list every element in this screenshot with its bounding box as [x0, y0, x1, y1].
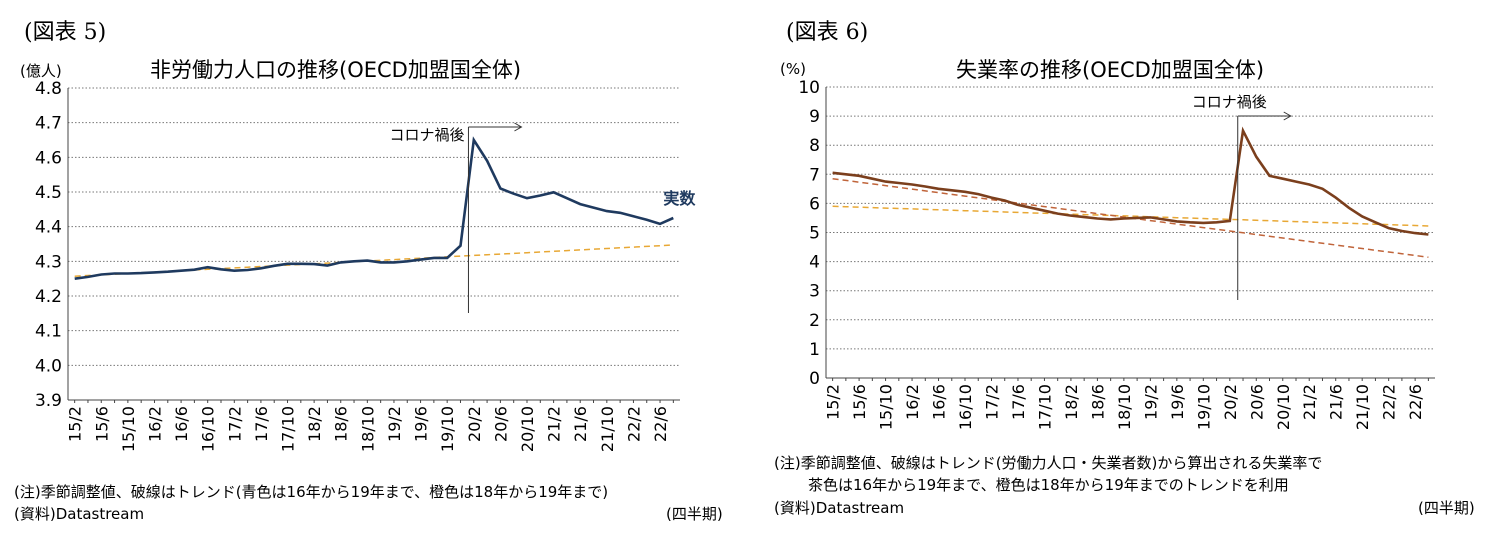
x-tick-label: 20/6: [491, 406, 510, 442]
y-tick-label: 4.0: [35, 356, 62, 376]
period-label: (四半期): [666, 505, 723, 523]
x-tick-label: 21/10: [598, 406, 617, 452]
x-tick-label: 22/2: [1380, 384, 1399, 420]
x-tick-label: 16/6: [172, 406, 191, 442]
x-tick-label: 19/2: [1141, 384, 1160, 420]
chart-note-line-2: 茶色は16年から19年まで、橙色は18年から19年までのトレンドを利用: [808, 476, 1289, 494]
period-label: (四半期): [1418, 499, 1475, 517]
y-tick-label: 4.5: [35, 183, 62, 203]
x-tick-label: 19/2: [385, 406, 404, 442]
y-tick-label: 4.8: [35, 79, 62, 99]
y-tick-label: 5: [809, 224, 820, 244]
x-tick-label: 22/2: [624, 406, 643, 442]
series-label: 実数: [663, 189, 696, 208]
annotation-arrowhead: [514, 122, 523, 132]
x-tick-label: 16/6: [930, 384, 949, 420]
x-tick-label: 18/2: [1062, 384, 1081, 420]
x-tick-label: 22/6: [651, 406, 670, 442]
x-tick-label: 21/6: [1327, 384, 1346, 420]
y-axis-unit: (%): [780, 60, 806, 78]
chart-title: 非労働力人口の推移(OECD加盟国全体): [150, 58, 522, 82]
x-tick-label: 21/2: [1300, 384, 1319, 420]
series-line: [832, 126, 1429, 236]
x-tick-label: 21/6: [571, 406, 590, 442]
y-tick-label: 4.6: [35, 148, 62, 168]
x-tick-label: 15/2: [824, 384, 843, 420]
y-tick-label: 6: [809, 194, 820, 214]
figure-label: (図表 5): [24, 20, 107, 45]
x-tick-label: 16/2: [903, 384, 922, 420]
y-tick-label: 9: [809, 107, 820, 127]
y-tick-label: 4.2: [35, 287, 62, 307]
figure-label: (図表 6): [786, 20, 869, 45]
x-tick-label: 19/10: [438, 406, 457, 452]
x-tick-label: 15/2: [66, 406, 85, 442]
y-tick-label: 8: [809, 136, 820, 156]
x-tick-label: 15/6: [92, 406, 111, 442]
y-tick-label: 0: [809, 369, 820, 389]
y-tick-label: 1: [809, 340, 820, 360]
x-tick-label: 21/2: [545, 406, 564, 442]
x-tick-label: 18/2: [305, 406, 324, 442]
y-tick-label: 3: [809, 282, 820, 302]
x-tick-label: 20/2: [1221, 384, 1240, 420]
x-tick-label: 20/6: [1247, 384, 1266, 420]
x-tick-label: 15/6: [850, 384, 869, 420]
right-chart-panel: (図表 6) 失業率の推移(OECD加盟国全体) (%) 0 1 2 3 4 5 6 7 8 9 1…: [750, 0, 1500, 546]
population-line-chart: 3.9 4.0 4.1 4.2 4.3 4.4 4.5 4.6 4.7 4.8 15/2 15/6 15…: [35, 79, 696, 452]
x-tick-label: 20/2: [465, 406, 484, 442]
x-tick-label: 16/2: [145, 406, 164, 442]
trend-line: [832, 205, 1429, 227]
x-tick-label: 22/6: [1406, 384, 1425, 420]
y-tick-label: 3.9: [35, 391, 62, 411]
x-tick-label: 18/6: [1088, 384, 1107, 420]
x-tick-label: 17/6: [252, 406, 271, 442]
y-axis-unit: (億人): [20, 62, 62, 80]
annotation-label: コロナ禍後: [1192, 93, 1267, 111]
y-tick-label: 7: [809, 165, 820, 185]
y-tick-label: 4.4: [35, 218, 62, 238]
x-tick-label: 20/10: [1274, 384, 1293, 430]
left-chart-panel: (図表 5) 非労働力人口の推移(OECD加盟国全体) (億人) 3.9 4.0 4…: [14, 20, 723, 523]
annotation-label: コロナ禍後: [389, 126, 464, 144]
x-tick-label: 18/6: [332, 406, 351, 442]
x-tick-label: 17/10: [279, 406, 298, 452]
x-tick-label: 18/10: [358, 406, 377, 452]
chart-title: 失業率の推移(OECD加盟国全体): [956, 58, 1265, 82]
series-line: [74, 136, 674, 280]
x-tick-label: 19/10: [1194, 384, 1213, 430]
y-tick-label: 4.1: [35, 322, 62, 342]
x-tick-label: 17/2: [225, 406, 244, 442]
x-tick-label: 15/10: [119, 406, 138, 452]
x-tick-label: 17/2: [982, 384, 1001, 420]
y-tick-label: 2: [809, 311, 820, 331]
unemployment-line-chart: 0 1 2 3 4 5 6 7 8 9 10 15/2 15/6 15/10 16/2 16/6 16/10 17…: [798, 78, 1435, 430]
chart-note: (注)季節調整値、破線はトレンド(青色は16年から19年まで、橙色は18年から1…: [14, 483, 609, 501]
chart-note-line-1: (注)季節調整値、破線はトレンド(労働力人口・失業者数)から算出される失業率で: [774, 454, 1323, 472]
x-tick-label: 17/6: [1009, 384, 1028, 420]
y-tick-label: 4: [809, 253, 820, 273]
data-source: (資料)Datastream: [14, 505, 145, 523]
x-tick-label: 19/6: [1168, 384, 1187, 420]
x-tick-label: 16/10: [956, 384, 975, 430]
x-tick-label: 21/10: [1353, 384, 1372, 430]
x-tick-label: 18/10: [1115, 384, 1134, 430]
data-source: (資料)Datastream: [774, 499, 905, 517]
annotation-arrowhead: [1283, 111, 1292, 121]
x-tick-label: 20/10: [518, 406, 537, 452]
x-tick-label: 17/10: [1035, 384, 1054, 430]
x-tick-label: 16/10: [199, 406, 218, 452]
x-tick-label: 15/10: [877, 384, 896, 430]
y-tick-label: 10: [798, 78, 820, 98]
y-tick-label: 4.3: [35, 252, 62, 272]
y-tick-label: 4.7: [35, 114, 62, 134]
x-tick-label: 19/6: [412, 406, 431, 442]
